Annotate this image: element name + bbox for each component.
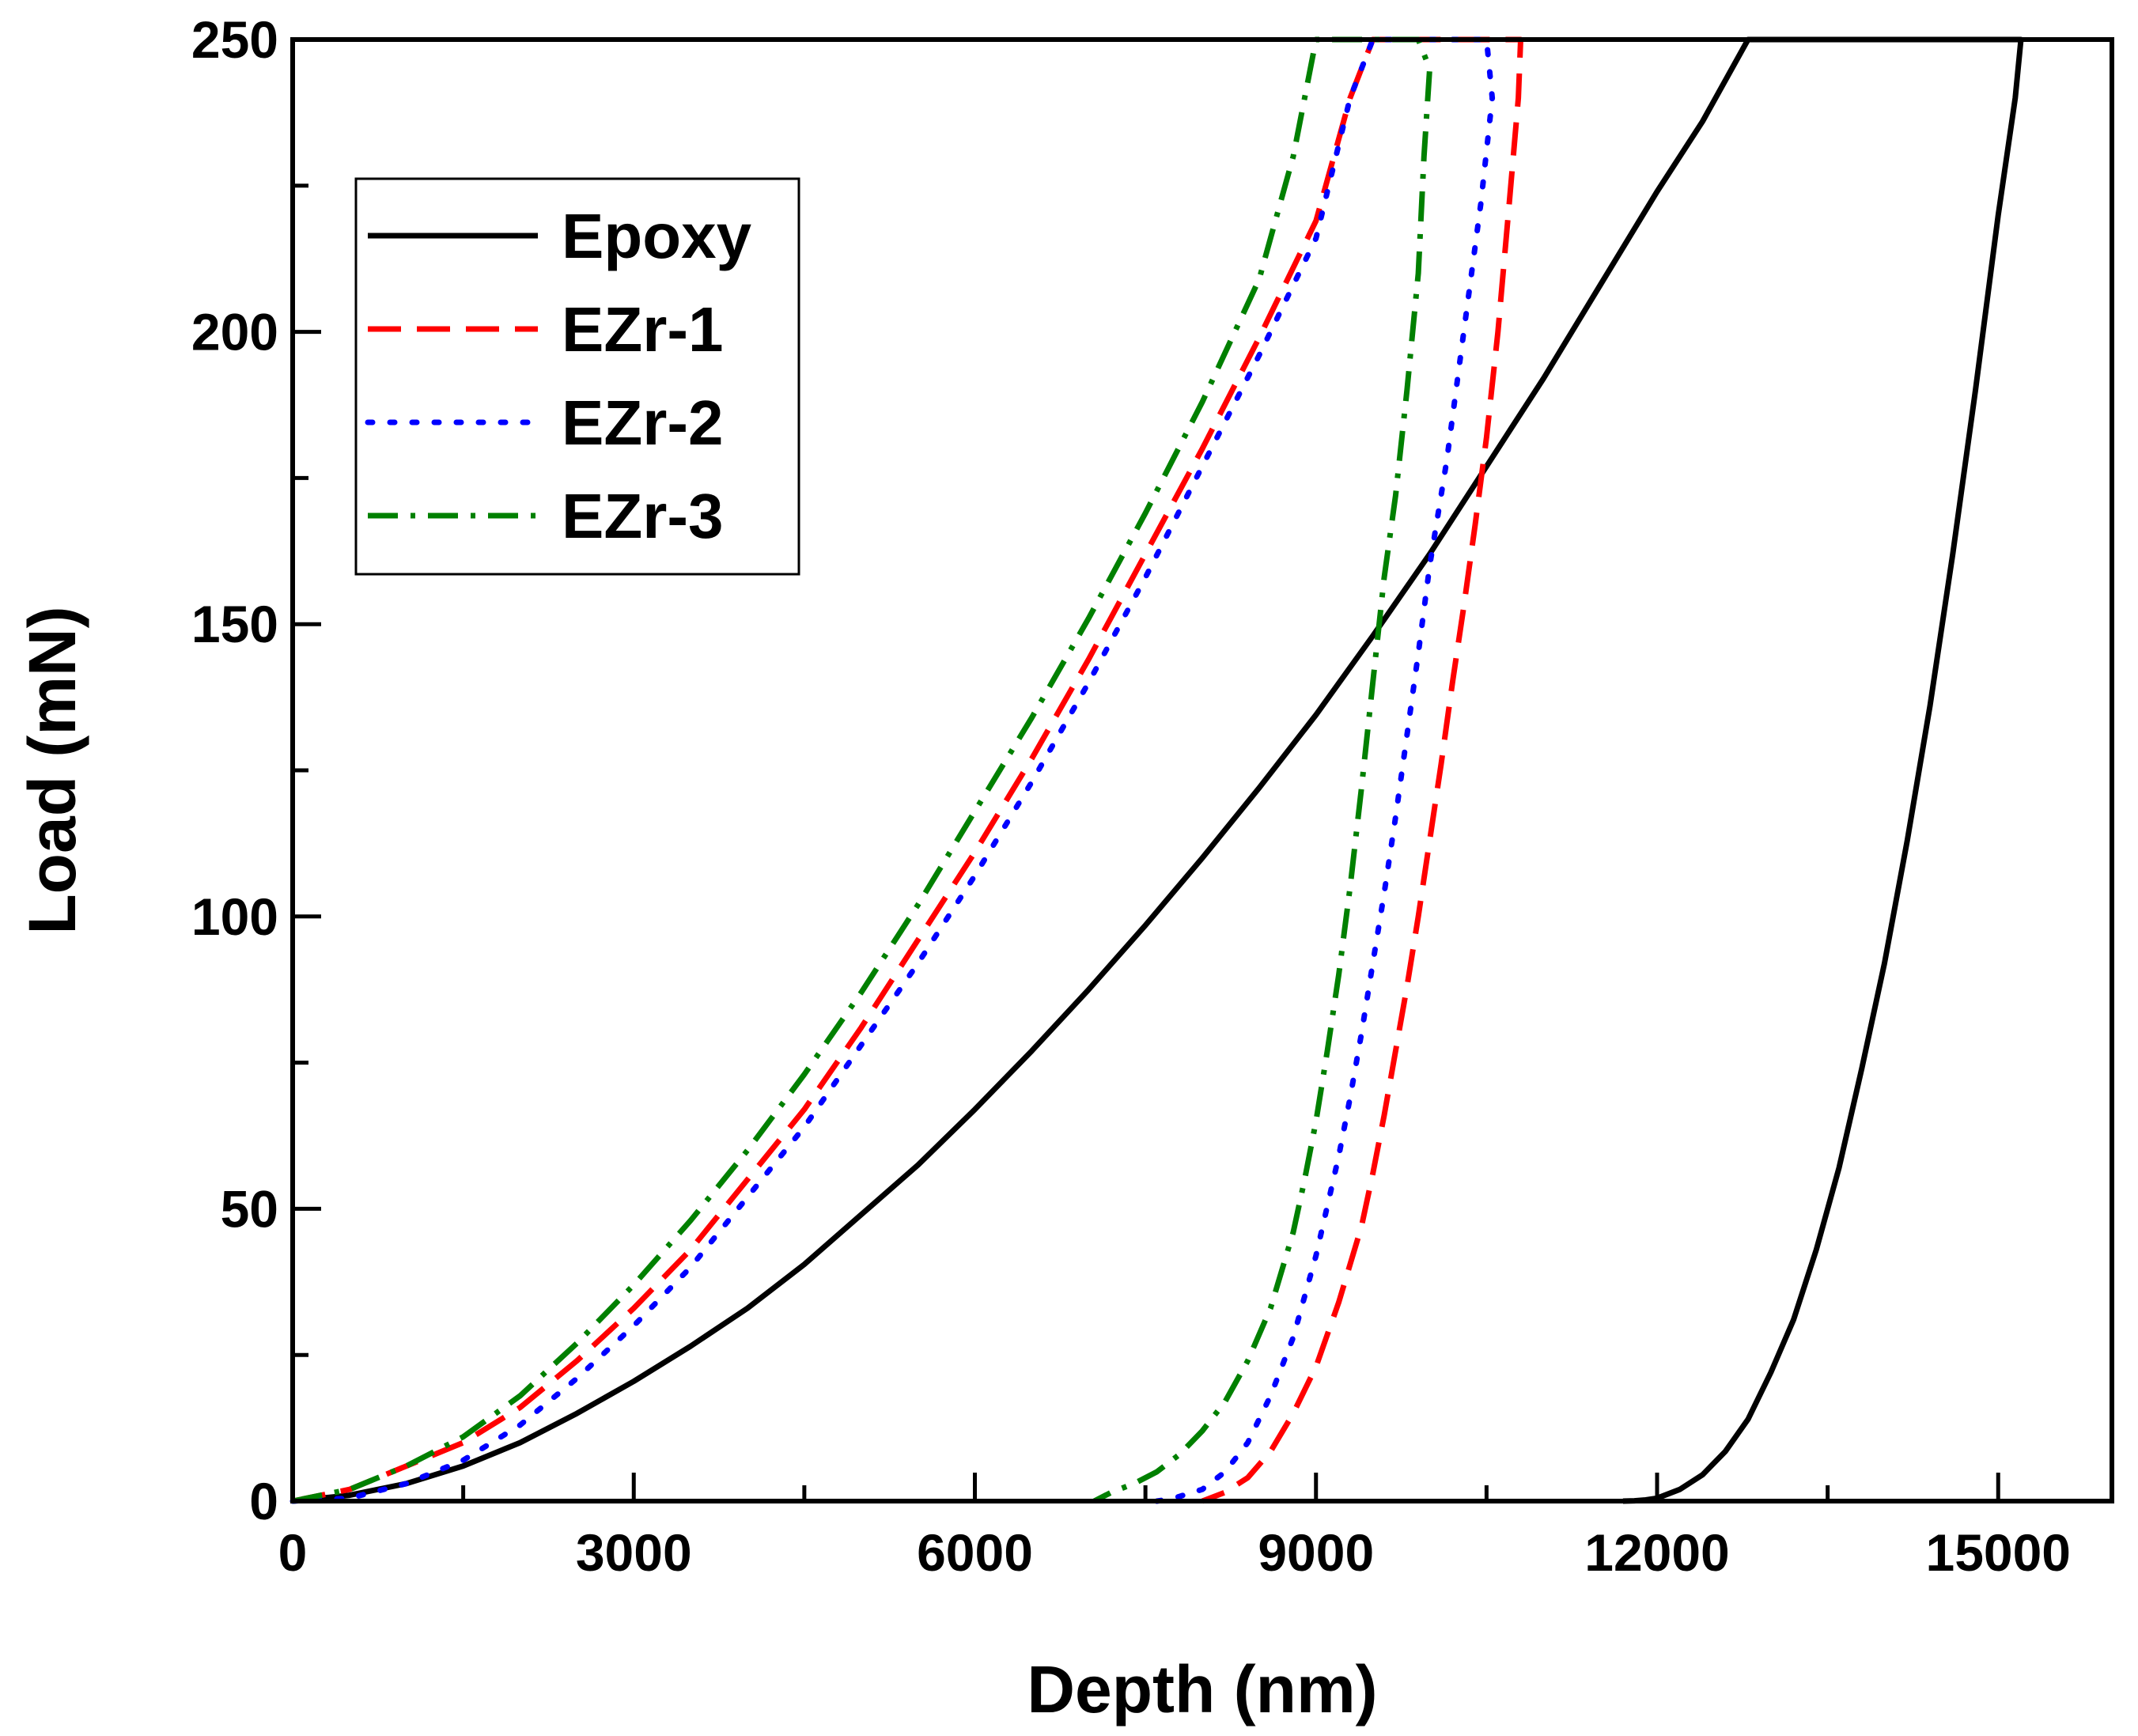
y-tick-label: 250 [191, 10, 278, 69]
legend-label-ezr-1: EZr-1 [562, 294, 724, 365]
x-tick-label: 6000 [917, 1523, 1033, 1582]
x-tick-label: 12000 [1584, 1523, 1730, 1582]
legend-label-ezr-3: EZr-3 [562, 481, 724, 551]
x-tick-label: 0 [278, 1523, 308, 1582]
x-tick-label: 3000 [576, 1523, 692, 1582]
series-line-ezr-2 [289, 36, 1496, 1504]
y-tick-label: 50 [221, 1179, 278, 1238]
y-tick-label: 0 [249, 1472, 278, 1530]
legend: Epoxy EZr-1 EZr-2 EZr-3 [354, 177, 800, 576]
legend-label-epoxy: Epoxy [562, 201, 752, 271]
x-axis-title: Depth (nm) [1027, 1652, 1377, 1727]
legend-frame [354, 177, 800, 576]
series-line-ezr-3 [292, 36, 1432, 1504]
x-tick-label: 15000 [1925, 1523, 2071, 1582]
y-tick-label: 100 [191, 887, 278, 946]
legend-label-ezr-2: EZr-2 [562, 388, 724, 458]
x-tick-label: 9000 [1258, 1523, 1374, 1582]
y-tick-label: 150 [191, 595, 278, 653]
y-axis-title: Load (mN) [15, 606, 89, 934]
y-tick-label: 200 [191, 303, 278, 361]
axes: 0 3000 6000 9000 12000 15000 0 50 100 150 200 250 [191, 10, 2071, 1582]
